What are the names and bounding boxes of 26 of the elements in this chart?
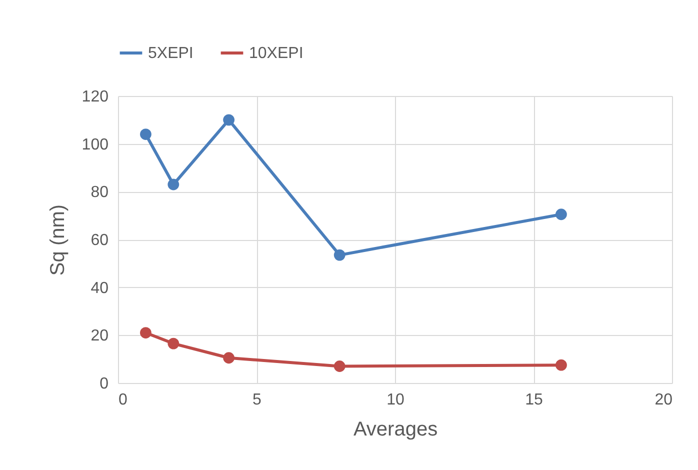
legend-label: 10XEPI [249, 45, 304, 62]
point [168, 178, 180, 190]
x-tick-label: 10 [386, 392, 404, 408]
x-tick-label: 5 [252, 392, 262, 408]
legend-label: 5XEPI [148, 45, 194, 62]
point [334, 360, 346, 372]
y-axis-title: Sq (nm) [46, 204, 69, 276]
point [223, 352, 234, 364]
y-tick-label: 120 [82, 88, 109, 106]
point [223, 114, 234, 126]
point [334, 249, 346, 261]
point [168, 338, 180, 350]
x-tick-label: 0 [118, 392, 128, 408]
y-tick-label: 100 [82, 136, 109, 154]
point [140, 128, 152, 140]
x-tick-label: 15 [525, 392, 543, 408]
point [140, 327, 152, 338]
x-axis-title: Averages [353, 418, 438, 440]
y-tick-label: 80 [90, 184, 109, 202]
x-tick-label: 20 [654, 392, 673, 408]
y-tick-label: 20 [90, 328, 109, 345]
y-tick-label: 0 [100, 376, 109, 392]
y-tick-label: 40 [90, 280, 109, 297]
y-tick-label: 60 [90, 232, 109, 249]
point [556, 208, 567, 220]
point [556, 359, 567, 371]
